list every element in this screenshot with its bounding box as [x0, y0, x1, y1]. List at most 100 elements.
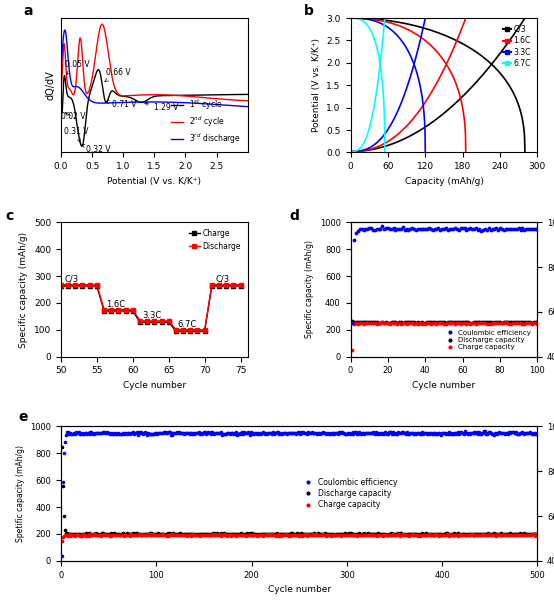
Point [78, 531, 86, 540]
Point [190, 429, 199, 438]
Point [110, 528, 119, 538]
Point [83, 530, 92, 540]
Point [483, 225, 491, 235]
Point [447, 318, 456, 328]
Point [156, 531, 165, 540]
Point [75, 529, 84, 539]
Point [254, 428, 263, 438]
Point [102, 427, 111, 437]
Discharge [79, 281, 86, 288]
Point [143, 428, 152, 438]
Point [398, 529, 407, 539]
Point [529, 317, 538, 327]
Point [293, 428, 302, 438]
Point [327, 530, 336, 540]
Point [376, 224, 385, 233]
Point [259, 428, 268, 438]
Line: Discharge: Discharge [59, 283, 242, 332]
Point [279, 428, 288, 438]
Point [497, 318, 506, 327]
Point [306, 531, 315, 540]
Point [439, 224, 448, 233]
Point [170, 428, 179, 438]
Point [487, 529, 496, 538]
Point [442, 224, 450, 233]
Point [225, 531, 234, 540]
Point [463, 429, 472, 438]
Point [242, 428, 250, 438]
Point [109, 429, 118, 439]
Point [389, 530, 398, 540]
Point [347, 429, 356, 439]
Point [219, 529, 228, 539]
Point [378, 429, 387, 439]
Point [148, 529, 157, 539]
Point [128, 530, 137, 540]
Point [410, 529, 419, 539]
Point [286, 428, 295, 438]
Point [181, 428, 190, 438]
Point [501, 318, 510, 327]
Point [470, 428, 479, 438]
Point [514, 318, 523, 328]
Point [521, 530, 530, 540]
Point [492, 318, 501, 328]
Point [287, 529, 296, 538]
Point [330, 530, 339, 540]
Point [283, 529, 291, 539]
Point [419, 428, 428, 438]
Point [341, 530, 350, 540]
Y-axis label: Specific capacity (mAh/g): Specific capacity (mAh/g) [19, 232, 28, 347]
Point [267, 429, 276, 438]
Charge [158, 318, 165, 326]
Point [408, 529, 417, 539]
Discharge [166, 317, 172, 324]
Point [472, 530, 481, 540]
Point [330, 530, 339, 540]
Discharge [144, 317, 151, 324]
Point [127, 429, 136, 438]
Point [430, 529, 439, 538]
Point [416, 530, 424, 540]
Point [311, 529, 320, 538]
Point [495, 529, 504, 539]
Point [408, 224, 417, 233]
Point [439, 319, 448, 329]
Point [242, 529, 250, 539]
Point [307, 529, 316, 539]
Point [71, 429, 80, 438]
Point [160, 427, 169, 437]
Point [363, 317, 372, 327]
Point [162, 531, 171, 540]
Point [422, 531, 430, 540]
Point [145, 529, 154, 539]
Point [505, 318, 514, 327]
Point [492, 223, 501, 233]
Point [356, 429, 365, 438]
Point [219, 529, 228, 538]
Point [378, 221, 387, 231]
Point [484, 529, 493, 539]
Point [361, 429, 370, 438]
Point [345, 529, 354, 538]
Point [248, 530, 257, 540]
Point [496, 529, 505, 538]
Point [525, 428, 534, 438]
Point [483, 317, 491, 326]
Point [383, 529, 392, 539]
Point [414, 530, 423, 540]
Point [211, 529, 220, 539]
Point [517, 428, 526, 437]
Point [177, 530, 186, 540]
Point [165, 528, 174, 538]
Point [468, 318, 476, 327]
Point [131, 530, 140, 540]
Point [379, 224, 388, 233]
Point [70, 529, 79, 538]
Point [465, 530, 474, 540]
Point [350, 428, 359, 438]
Discharge [187, 326, 193, 333]
Point [432, 529, 441, 539]
Point [321, 529, 330, 538]
Point [425, 530, 434, 540]
